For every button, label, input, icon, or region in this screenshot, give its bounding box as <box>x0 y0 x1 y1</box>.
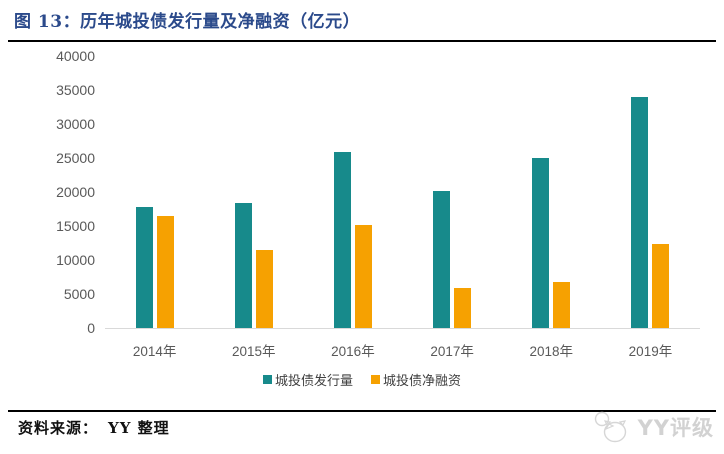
x-tick-label-2015年: 2015年 <box>231 344 276 359</box>
bar-城投债发行量-2019年 <box>631 97 649 328</box>
source-value: YY 整理 <box>108 419 170 437</box>
y-tick-label: 5000 <box>63 286 95 302</box>
x-tick-label-2014年: 2014年 <box>132 344 177 359</box>
chart-legend: 城投债发行量 城投债净融资 <box>0 370 724 389</box>
legend-swatch-icon <box>371 375 380 384</box>
x-axis-labels: 2014年 2015年 2016年 2017年 2018年 2019年 <box>105 340 700 360</box>
bar-城投债净融资-2018年 <box>553 282 571 328</box>
x-tick-label-2017年: 2017年 <box>430 344 474 359</box>
y-tick-label: 0 <box>87 320 95 336</box>
y-axis: 0 5000 10000 15000 20000 25000 30000 35000 40000 <box>0 48 95 336</box>
source-note: 资料来源： YY 整理 <box>18 417 170 438</box>
legend-item-城投债发行量: 城投债发行量 <box>262 370 353 389</box>
yy-mascot-icon <box>594 411 626 443</box>
x-tick-label-2019年: 2019年 <box>628 344 673 359</box>
legend-label: 城投债发行量 <box>274 373 353 388</box>
title-underline <box>8 40 716 42</box>
y-tick-label: 40000 <box>56 48 95 64</box>
bar-group-2018年 <box>502 56 601 328</box>
source-label: 资料来源： <box>18 419 99 437</box>
bar-城投债发行量-2016年 <box>333 152 351 328</box>
bar-chart: 0 5000 10000 15000 20000 25000 30000 35000 40000… <box>0 48 724 396</box>
bar-城投债发行量-2017年 <box>433 191 451 328</box>
bar-城投债净融资-2016年 <box>354 225 372 328</box>
watermark-text: YY评级 <box>637 416 714 440</box>
bar-城投债净融资-2015年 <box>255 250 273 328</box>
y-tick-label: 20000 <box>56 184 95 200</box>
y-tick-label: 25000 <box>56 150 95 166</box>
bar-group-2017年 <box>403 56 502 328</box>
legend-label: 城投债净融资 <box>383 373 462 388</box>
y-tick-label: 30000 <box>56 116 95 132</box>
bar-城投债净融资-2014年 <box>156 216 174 328</box>
y-tick-label: 15000 <box>56 218 95 234</box>
x-tick-label-2016年: 2016年 <box>331 344 375 359</box>
x-tick-label-2018年: 2018年 <box>529 344 574 359</box>
bar-城投债发行量-2018年 <box>532 158 550 328</box>
watermark: YY评级 <box>592 410 714 444</box>
bar-城投债发行量-2015年 <box>234 203 252 328</box>
bar-group-2016年 <box>303 56 402 328</box>
plot-area <box>105 56 700 329</box>
figure-title: 图 13：历年城投债发行量及净融资（亿元） <box>14 12 361 32</box>
bar-城投债净融资-2019年 <box>652 244 670 328</box>
bar-城投债发行量-2014年 <box>135 207 153 328</box>
legend-swatch-icon <box>262 375 272 384</box>
bar-group-2014年 <box>105 56 204 328</box>
legend-item-城投债净融资: 城投债净融资 <box>371 370 461 389</box>
bar-group-2019年 <box>601 56 700 328</box>
footer-rule <box>8 410 716 412</box>
y-tick-label: 10000 <box>56 252 95 268</box>
bar-城投债净融资-2017年 <box>454 288 472 328</box>
bar-group-2015年 <box>204 56 303 328</box>
y-tick-label: 35000 <box>56 82 95 98</box>
